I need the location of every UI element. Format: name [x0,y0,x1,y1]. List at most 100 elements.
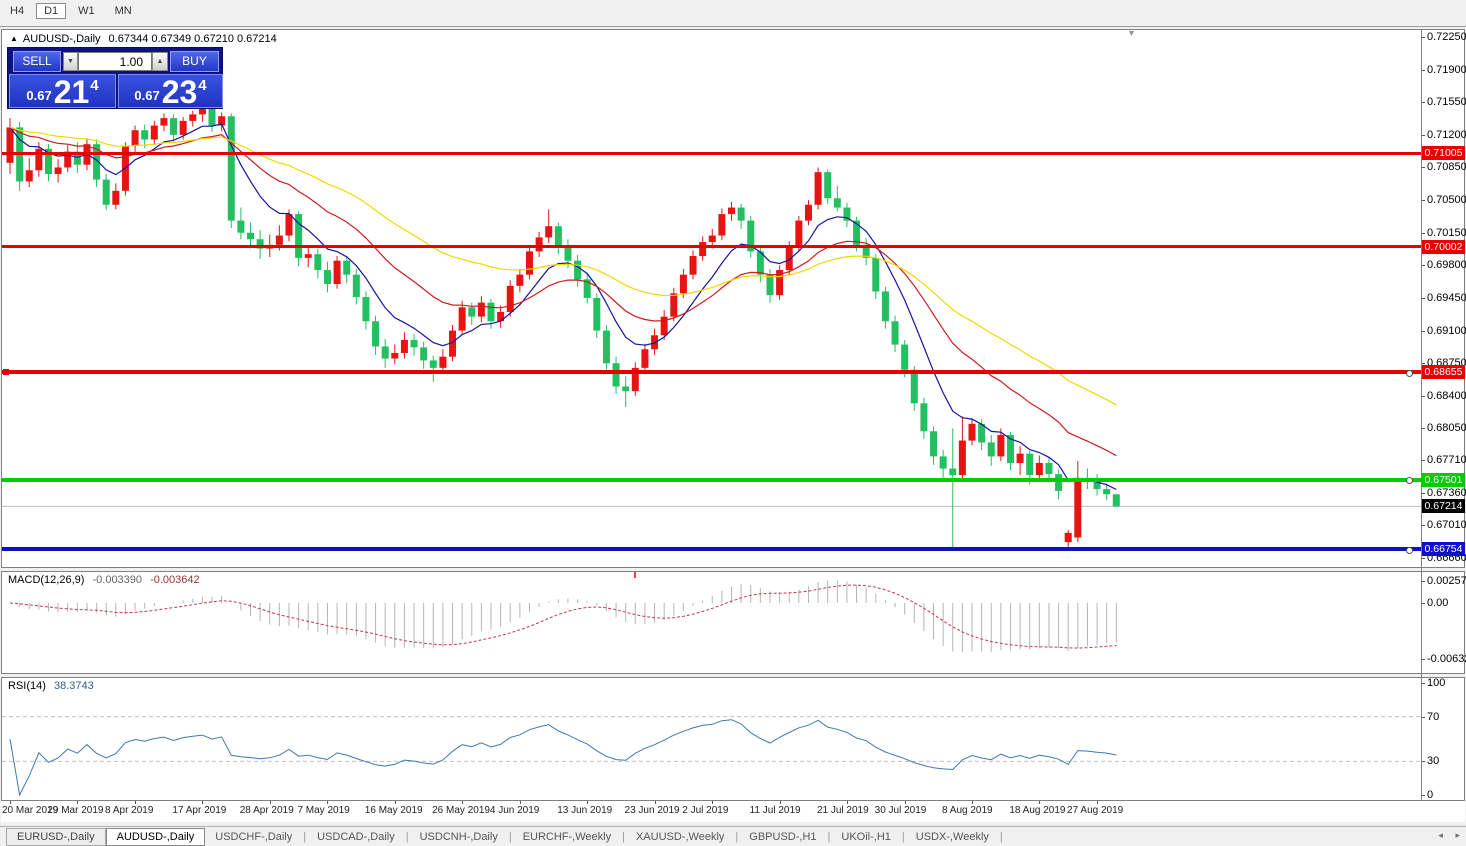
rsi-pane[interactable] [1,677,1465,801]
macd-label: MACD(12,26,9) -0.003390 -0.003642 [8,574,200,586]
chart-tab-usdchfdaily[interactable]: USDCHF-,Daily [215,830,293,843]
price-tick-label: 0.69450 [1427,291,1466,304]
volume-decrease-button[interactable]: ▼ [63,52,78,71]
buy-button[interactable]: BUY [170,51,219,72]
price-tick-label: 0.68050 [1427,422,1466,435]
price-tick [1421,167,1425,169]
price-tick [1421,265,1425,267]
horizontal-line-0.68655[interactable] [2,370,1421,375]
date-label: 20 Mar 2019 [2,805,59,816]
rsi-name: RSI(14) [8,680,46,692]
date-label: 11 Jul 2019 [749,805,801,816]
price-tick [1421,428,1425,430]
chart-tab-usdcaddaily[interactable]: USDCAD-,Daily [317,830,395,843]
date-label: 21 Jul 2019 [816,805,869,816]
price-tick-label: 0.71200 [1427,128,1466,141]
price-tick [1421,102,1425,104]
macd-signal-value: -0.003642 [150,574,200,586]
sell-price-sup: 4 [90,77,99,94]
timeframe-button-h4[interactable]: H4 [10,5,25,17]
date-label: 17 Apr 2019 [172,805,227,816]
chart-ohlc-values: 0.67344 0.67349 0.67210 0.67214 [108,33,277,45]
sell-button[interactable]: SELL [13,51,61,72]
tab-divider: | [303,830,307,843]
line-price-label: 0.67501 [1422,472,1465,487]
price-tick [1421,460,1425,462]
date-label: 28 Apr 2019 [239,805,294,816]
date-tick [654,801,656,804]
macd-axis-label: -0.006326 [1427,653,1466,665]
chart-tab-ukoilh1[interactable]: UKOil-,H1 [841,830,891,843]
date-label: 7 May 2019 [297,805,350,816]
price-tick-label: 0.67710 [1427,454,1466,467]
date-tick [587,801,589,804]
price-tick [1421,558,1425,560]
buy-price-button[interactable]: 0.67 23 4 [118,74,223,108]
horizontal-line-0.71005[interactable] [2,151,1421,155]
date-tick [1039,801,1041,804]
up-arrow-icon: ▲ [156,58,164,65]
macd-pane[interactable] [1,571,1465,674]
date-tick [519,801,521,804]
date-label: 4 Jun 2019 [489,805,540,816]
price-tick-label: 0.67010 [1427,519,1466,532]
price-tick-label: 0.70150 [1427,226,1466,239]
tab-divider: | [827,830,831,843]
price-chart-pane[interactable] [1,29,1465,568]
date-tick [712,801,714,804]
date-tick [904,801,906,804]
chart-tab-bar: EURUSD-,Daily AUDUSD-,Daily USDCHF-,Daily |… [0,826,1466,846]
price-tick [1421,363,1425,365]
price-tick [1421,69,1425,71]
line-handle[interactable] [1406,369,1413,377]
rsi-axis-label: 70 [1427,710,1440,723]
price-tick [1421,492,1425,494]
price-tick [1421,134,1425,136]
chart-tab-eurusddaily[interactable]: EURUSD-,Daily [6,827,106,846]
sell-price-button[interactable]: 0.67 21 4 [9,74,116,108]
line-handle[interactable] [3,369,9,376]
rsi-axis-tick [1421,795,1425,796]
chart-tab-usdxweekly[interactable]: USDX-,Weekly [915,830,989,843]
buy-price-prefix: 0.67 [134,88,160,103]
price-tick [1421,200,1425,202]
horizontal-line-0.70002[interactable] [2,245,1421,249]
date-label: 8 Aug 2019 [942,805,993,816]
up-triangle-icon[interactable]: ▲ [10,34,18,43]
chart-tab-usdcnhdaily[interactable]: USDCNH-,Daily [419,830,498,843]
price-tick-label: 0.67360 [1427,486,1466,499]
chart-tab-xauusdweekly[interactable]: XAUUSD-,Weekly [635,830,725,843]
chart-tab-eurchfweekly[interactable]: EURCHF-,Weekly [522,830,612,843]
macd-main-value: -0.003390 [92,574,143,586]
date-label: 26 May 2019 [432,805,490,816]
sell-price-big: 21 [53,74,90,110]
timeframe-button-mn[interactable]: MN [114,5,132,17]
right-arrow-icon[interactable]: ▸ [1455,830,1460,840]
rsi-axis-label: 100 [1427,677,1446,689]
line-price-label: 0.68655 [1422,365,1465,380]
price-axis-separator [1421,29,1422,801]
horizontal-line-0.67501[interactable] [2,477,1421,482]
macd-name: MACD(12,26,9) [8,574,85,586]
tab-divider: | [999,830,1003,843]
date-tick [327,801,329,804]
line-handle[interactable] [1406,546,1413,554]
volume-increase-button[interactable]: ▲ [152,52,168,71]
date-tick [1097,801,1099,804]
horizontal-line-0.66754[interactable] [2,547,1421,552]
line-handle[interactable] [1406,477,1413,485]
price-tick [1421,37,1425,38]
chart-tab-gbpusdh1[interactable]: GBPUSD-,H1 [749,830,817,843]
date-label: 23 Jun 2019 [624,805,680,816]
date-label: 30 Jul 2019 [874,805,927,816]
volume-input[interactable]: 1.00 [78,52,152,71]
timeframe-button-d1[interactable]: D1 [36,3,67,19]
chart-shift-marker-icon[interactable]: ▼ [1127,28,1136,38]
line-price-label: 0.66754 [1422,542,1465,557]
rsi-axis-tick [1421,683,1425,684]
chart-tab-audusddaily[interactable]: AUDUSD-,Daily [105,827,206,846]
line-price-label: 0.70002 [1422,239,1465,254]
price-tick [1421,330,1425,332]
timeframe-button-w1[interactable]: W1 [78,5,95,17]
left-arrow-icon[interactable]: ◂ [1438,830,1443,840]
